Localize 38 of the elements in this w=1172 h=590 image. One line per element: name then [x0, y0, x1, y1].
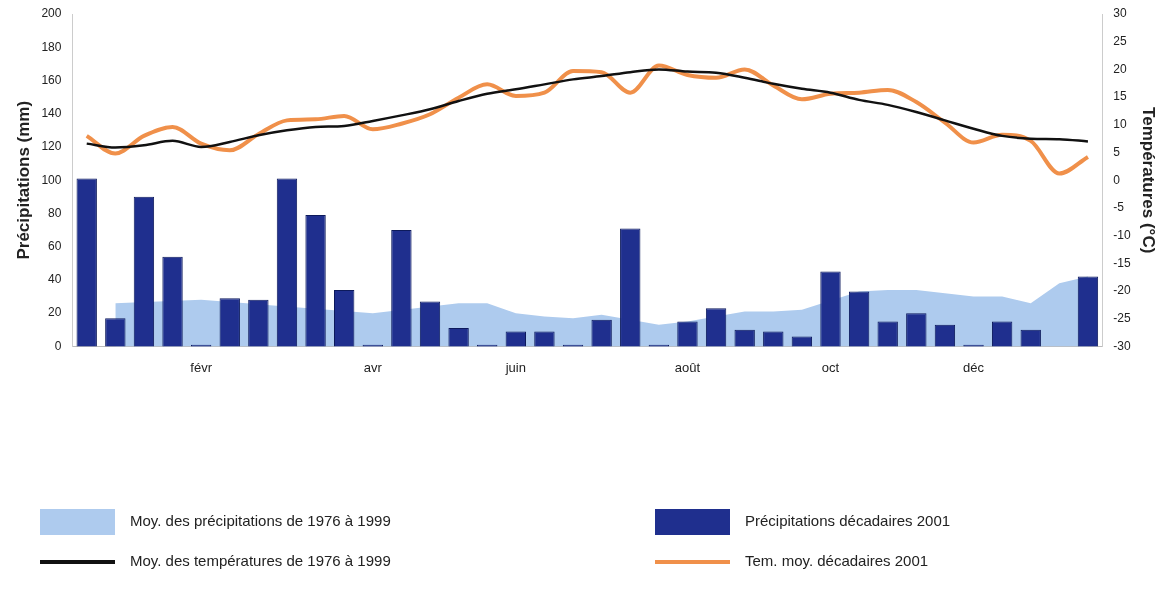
y2-tick-label: 5 [1113, 144, 1121, 159]
line-series [84, 63, 1090, 176]
y2-tick-label: 10 [1113, 117, 1127, 132]
x-tick-label: août [674, 359, 701, 375]
y2-tick-label: -25 [1113, 311, 1131, 326]
y2-tick-label: -15 [1113, 255, 1131, 270]
y2-tick-label: 0 [1113, 172, 1121, 187]
legend-label: Moy. des températures de 1976 à 1999 [130, 552, 391, 570]
y2-tick-label: 25 [1113, 34, 1127, 49]
x-tick-label: déc [963, 359, 985, 375]
y-tick-label: 80 [48, 205, 62, 220]
y-tick-label: 120 [41, 139, 62, 154]
x-tick-label: oct [821, 359, 840, 375]
y-tick-label: 160 [41, 72, 62, 87]
y-tick-label: 200 [41, 6, 62, 21]
y2-tick-label: 15 [1113, 89, 1127, 104]
y2-tick-label: -20 [1113, 283, 1131, 298]
y2-tick-label: 30 [1113, 6, 1127, 21]
y-tick-label: 20 [48, 305, 62, 320]
y-axis-title: Précipitations (mm) [13, 100, 33, 260]
x-tick-label: juin [504, 359, 526, 375]
legend-label: Précipitations décadaires 2001 [745, 512, 951, 530]
y-tick-label: 60 [48, 238, 62, 253]
y2-tick-label: -30 [1113, 338, 1131, 353]
y-tick-label: 0 [54, 338, 62, 353]
y-tick-label: 100 [41, 172, 62, 187]
line-series [85, 68, 1090, 149]
legend-label: Moy. des précipitations de 1976 à 1999 [130, 512, 391, 530]
y-tick-label: 40 [48, 272, 62, 287]
y-tick-label: 180 [41, 39, 62, 54]
y-tick-label: 140 [41, 106, 62, 121]
y2-tick-label: -5 [1113, 200, 1125, 215]
x-tick-label: avr [363, 359, 383, 375]
legend-label: Tem. moy. décadaires 2001 [745, 552, 929, 570]
y2-tick-label: 20 [1113, 61, 1127, 76]
y2-tick-label: -10 [1113, 227, 1131, 242]
y2-axis-title: Températures (°C) [1139, 107, 1159, 254]
x-tick-label: févr [190, 359, 213, 375]
